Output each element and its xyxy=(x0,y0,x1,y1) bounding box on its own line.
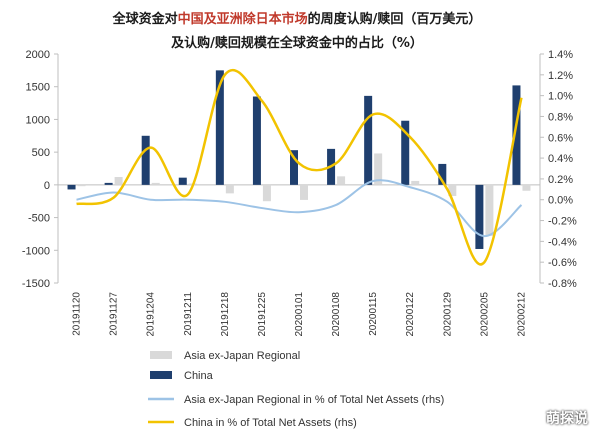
legend-swatch xyxy=(150,371,172,379)
asia-bar xyxy=(77,184,86,187)
asia-bar xyxy=(151,182,160,185)
asia-bar xyxy=(411,180,420,185)
china-bar xyxy=(364,95,373,185)
china-bar xyxy=(401,120,410,185)
chart-title-line2: 及认购/赎回规模在全球资金中的占比（%） xyxy=(171,36,423,51)
left-tick-label: 2000 xyxy=(26,49,50,61)
x-tick-label: 20191127 xyxy=(109,292,120,336)
left-tick-label: -500 xyxy=(28,213,50,225)
x-tick-label: 20200122 xyxy=(405,292,416,337)
x-tick-label: 20191204 xyxy=(146,292,157,337)
asia-bar xyxy=(300,184,308,200)
china-bar xyxy=(438,163,447,185)
china-bar xyxy=(67,184,76,190)
title-highlight: 中国及亚洲除日本市场 xyxy=(177,12,308,27)
x-tick-label: 20191225 xyxy=(257,292,268,337)
right-tick-label: 1.0% xyxy=(548,91,573,103)
asia-bar xyxy=(448,184,457,196)
china-bar xyxy=(215,70,224,185)
china-bar xyxy=(104,182,113,185)
china-pct-line xyxy=(76,68,523,266)
right-tick-label: -0.4% xyxy=(548,236,577,248)
x-tick-label: 20191211 xyxy=(183,292,194,336)
asia-bar xyxy=(522,184,531,191)
china-bar xyxy=(290,150,298,185)
china-bar xyxy=(141,135,150,185)
legend-label: China in % of Total Net Assets (rhs) xyxy=(184,417,357,429)
right-tick-label: -0.2% xyxy=(548,216,577,228)
title-part1: 全球资金对 xyxy=(112,12,178,27)
asia-bar xyxy=(337,176,346,185)
title-part2: 的周度认购/赎回（百万美元） xyxy=(307,12,482,27)
right-tick-label: -0.6% xyxy=(548,257,577,269)
left-tick-label: 1500 xyxy=(26,82,50,94)
right-tick-label: 0.8% xyxy=(548,111,573,123)
x-tick-label: 20200212 xyxy=(516,292,527,337)
asia-bar xyxy=(374,153,383,185)
x-tick-label: 20200129 xyxy=(442,292,453,337)
x-tick-label: 20200101 xyxy=(294,292,305,337)
right-tick-label: -0.8% xyxy=(548,278,577,290)
left-tick-label: -1000 xyxy=(22,245,50,257)
asia-bar xyxy=(262,184,271,202)
left-tick-label: 0 xyxy=(44,180,50,192)
right-tick-label: 0.6% xyxy=(548,132,573,144)
asia-bar xyxy=(485,184,494,236)
legend-label: Asia ex-Japan Regional in % of Total Net… xyxy=(184,394,444,406)
x-tick-label: 20200115 xyxy=(368,292,379,336)
left-tick-label: 500 xyxy=(32,147,50,159)
x-tick-label: 20191218 xyxy=(220,292,231,337)
china-bar xyxy=(512,85,521,185)
watermark: 萌探说 xyxy=(546,411,588,427)
right-tick-label: 0.0% xyxy=(548,195,573,207)
asia-bar xyxy=(114,177,123,185)
right-tick-label: 1.2% xyxy=(548,70,573,82)
chart-title-line1: 全球资金对中国及亚洲除日本市场的周度认购/赎回（百万美元） xyxy=(0,8,594,27)
x-tick-label: 20200205 xyxy=(479,292,490,337)
china-bar xyxy=(252,96,261,185)
asia-pct-line xyxy=(76,179,523,238)
left-tick-label: -1500 xyxy=(22,278,50,290)
x-tick-label: 20200108 xyxy=(331,292,342,337)
right-tick-label: 0.4% xyxy=(548,153,573,165)
right-tick-label: 1.4% xyxy=(548,49,573,61)
legend-label: China xyxy=(184,370,214,382)
left-tick-label: 1000 xyxy=(26,114,50,126)
legend-swatch xyxy=(150,351,172,359)
x-tick-label: 20191120 xyxy=(72,292,83,336)
asia-bar xyxy=(225,184,234,194)
china-bar xyxy=(178,177,187,185)
china-bar xyxy=(475,184,484,249)
right-tick-label: 0.2% xyxy=(548,174,573,186)
legend-label: Asia ex-Japan Regional xyxy=(184,350,300,362)
